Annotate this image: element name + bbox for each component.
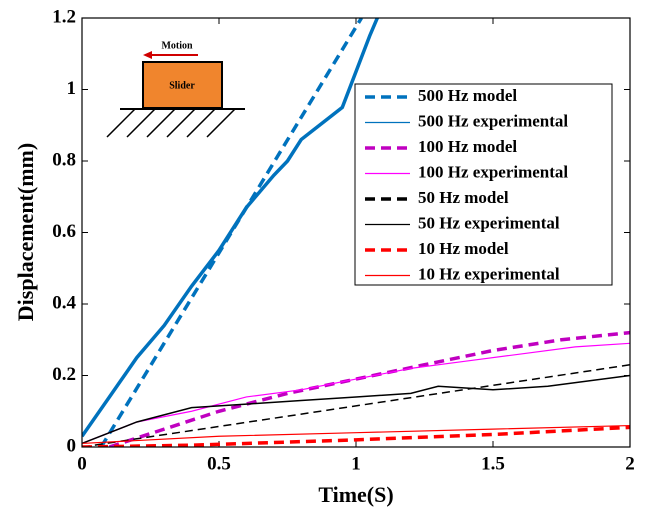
- x-tick-label: 0.5: [207, 453, 231, 474]
- series-line: [82, 364, 630, 447]
- legend-label: 500 Hz model: [418, 86, 517, 105]
- x-tick-label: 1: [351, 453, 361, 474]
- series-line: [82, 424, 630, 445]
- y-tick-label: 1: [67, 78, 77, 99]
- axes-box: [81, 17, 631, 448]
- x-tick-label: 2: [625, 453, 635, 474]
- y-tick-label: 0.6: [52, 221, 76, 242]
- series-line: [82, 425, 630, 447]
- legend-label: 100 Hz experimental: [418, 162, 568, 181]
- arrow-head: [143, 51, 152, 59]
- x-tick-label: 1.5: [481, 453, 505, 474]
- series-line: [82, 342, 630, 444]
- slider-label: Slider: [169, 80, 195, 91]
- legend-label: 10 Hz model: [418, 239, 509, 258]
- x-tick-label: 0: [77, 453, 87, 474]
- series-line: [99, 18, 363, 447]
- legend-label: 10 Hz experimental: [418, 264, 560, 283]
- legend-label: 100 Hz model: [418, 137, 517, 156]
- legend-label: 500 Hz experimental: [418, 111, 568, 130]
- series-line: [82, 18, 380, 438]
- y-tick-label: 0: [67, 435, 77, 456]
- x-axis-label: Time(S): [318, 482, 393, 507]
- motion-label: Motion: [161, 40, 193, 51]
- inset-diagram: Motion Slider: [106, 40, 245, 138]
- y-tick-label: 0.4: [52, 292, 76, 313]
- y-axis-label: Displacement(mm): [13, 143, 38, 321]
- y-tick-label: 1.2: [52, 6, 76, 27]
- series-line: [82, 374, 630, 445]
- y-tick-label: 0.2: [52, 364, 76, 385]
- legend-label: 50 Hz model: [418, 188, 509, 207]
- plot-area: [82, 18, 630, 447]
- hatch: [106, 108, 236, 138]
- y-tick-label: 0.8: [52, 149, 76, 170]
- legend-label: 50 Hz experimental: [418, 213, 560, 232]
